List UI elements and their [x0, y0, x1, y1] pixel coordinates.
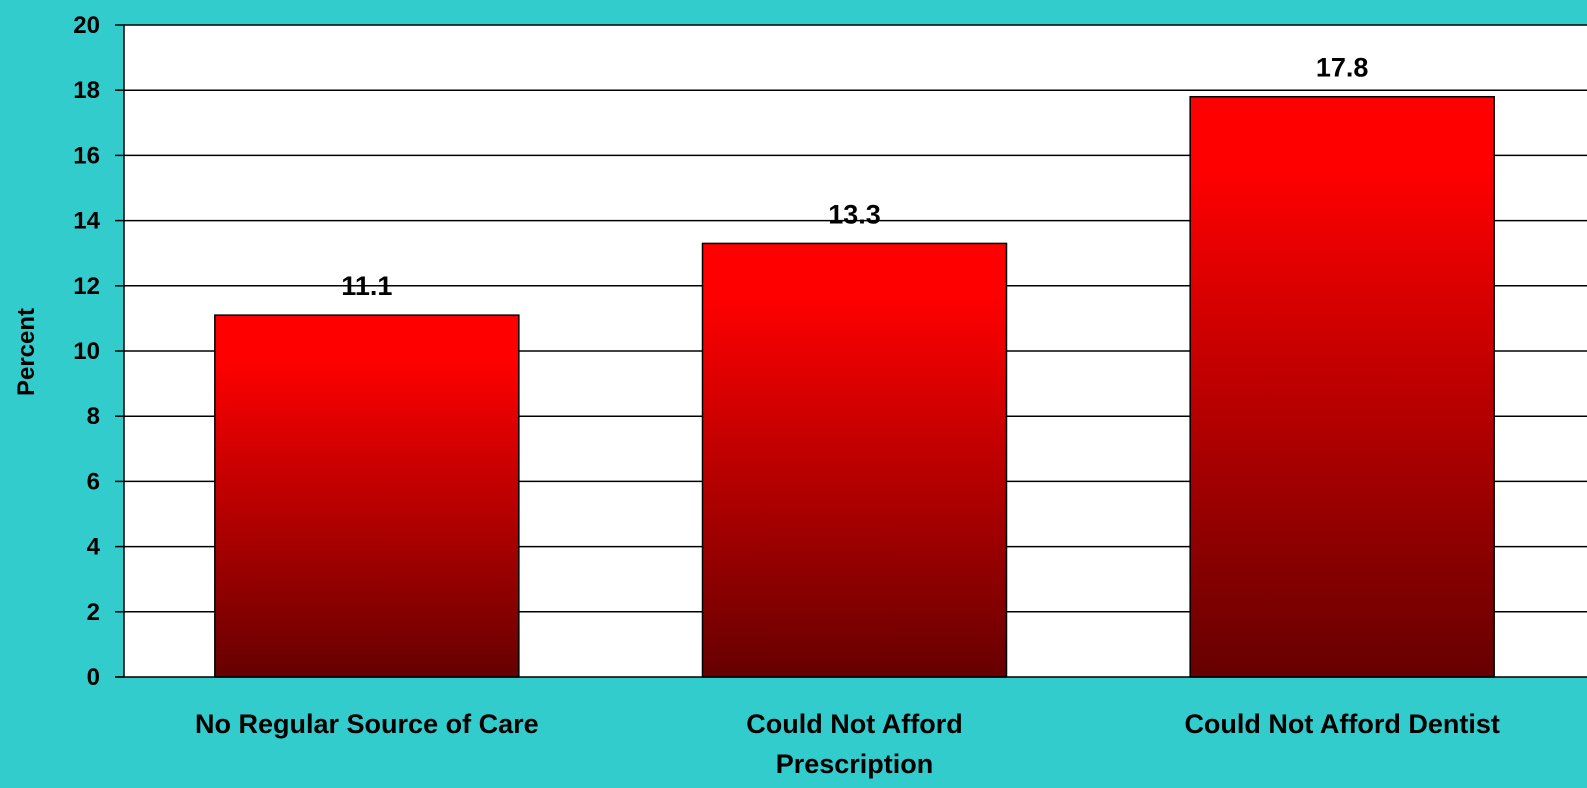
x-tick-label-line: No Regular Source of Care [195, 709, 539, 739]
x-tick-label: Could Not Afford Dentist [1184, 709, 1499, 739]
y-tick-label: 16 [73, 142, 100, 169]
y-tick-label: 6 [87, 468, 100, 495]
y-tick-label: 10 [73, 338, 100, 365]
y-tick-label: 20 [73, 12, 100, 39]
y-tick-label: 18 [73, 77, 100, 104]
y-tick-label: 8 [87, 403, 100, 430]
x-tick-label-line: Prescription [776, 749, 934, 779]
x-tick-label-line: Could Not Afford [746, 709, 962, 739]
data-label: 13.3 [828, 199, 881, 229]
axes [115, 24, 1587, 678]
x-tick-label: No Regular Source of Care [195, 709, 539, 739]
bar [214, 314, 520, 678]
y-tick-label: 12 [73, 273, 100, 300]
bar [1189, 95, 1495, 678]
data-label: 11.1 [341, 271, 392, 301]
y-tick-label: 2 [87, 599, 100, 626]
data-label: 17.8 [1316, 53, 1369, 83]
x-tick-label-line: Could Not Afford Dentist [1184, 709, 1499, 739]
y-tick-label: 4 [87, 534, 101, 561]
y-tick-label: 0 [87, 664, 100, 691]
x-tick-label: Could Not Afford Prescription [746, 709, 962, 779]
y-tick-label: 14 [73, 208, 100, 235]
labels: 0 2 4 6 8 10 12 14 16 18 20 11.1 No Regular Source o… [73, 12, 1500, 779]
y-axis-title: Percent [13, 308, 40, 396]
bar [701, 242, 1008, 678]
bars [214, 95, 1495, 678]
